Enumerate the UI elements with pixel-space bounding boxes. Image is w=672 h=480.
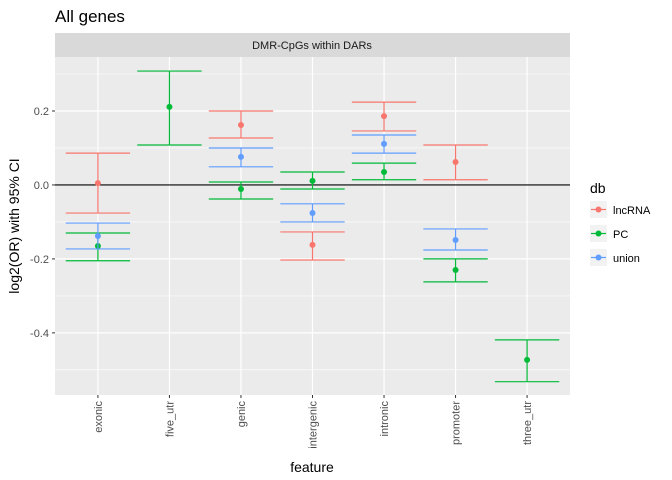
- y-tick-label: 0.0: [34, 180, 49, 192]
- point: [452, 237, 459, 244]
- legend-label: union: [613, 253, 640, 265]
- x-tick-label: intergenic: [308, 401, 320, 449]
- y-tick-label: -0.2: [30, 254, 49, 266]
- point: [452, 159, 459, 166]
- point: [237, 153, 244, 160]
- point: [309, 241, 316, 248]
- legend-key-point: [595, 206, 602, 213]
- point: [309, 177, 316, 184]
- chart-title: All genes: [55, 7, 125, 26]
- y-tick-label: 0.2: [34, 106, 49, 118]
- x-tick-label: genic: [236, 401, 248, 428]
- point: [309, 210, 316, 217]
- point: [166, 103, 173, 110]
- x-tick-label: intronic: [379, 401, 391, 437]
- legend-label: PC: [613, 229, 628, 241]
- facet-strip: [55, 33, 570, 57]
- y-axis-title: log2(OR) with 95% CI: [6, 158, 22, 293]
- legend-key-point: [595, 254, 602, 261]
- facet-label: DMR-CpGs within DARs: [252, 40, 372, 52]
- point: [94, 232, 101, 239]
- point: [381, 140, 388, 147]
- point: [381, 113, 388, 120]
- point: [237, 186, 244, 193]
- point: [381, 169, 388, 176]
- x-tick-label: five_utr: [164, 401, 176, 437]
- point: [94, 180, 101, 187]
- point: [452, 267, 459, 274]
- x-tick-label: promoter: [451, 401, 463, 445]
- y-tick-label: -0.4: [30, 328, 49, 340]
- x-tick-label: exonic: [93, 401, 105, 433]
- x-axis-title: feature: [290, 459, 334, 475]
- legend-title: db: [590, 180, 606, 196]
- x-tick-label: three_utr: [522, 401, 534, 445]
- point: [524, 356, 531, 363]
- point: [237, 122, 244, 129]
- legend-label: lncRNA: [613, 205, 651, 217]
- legend-key-point: [595, 230, 602, 237]
